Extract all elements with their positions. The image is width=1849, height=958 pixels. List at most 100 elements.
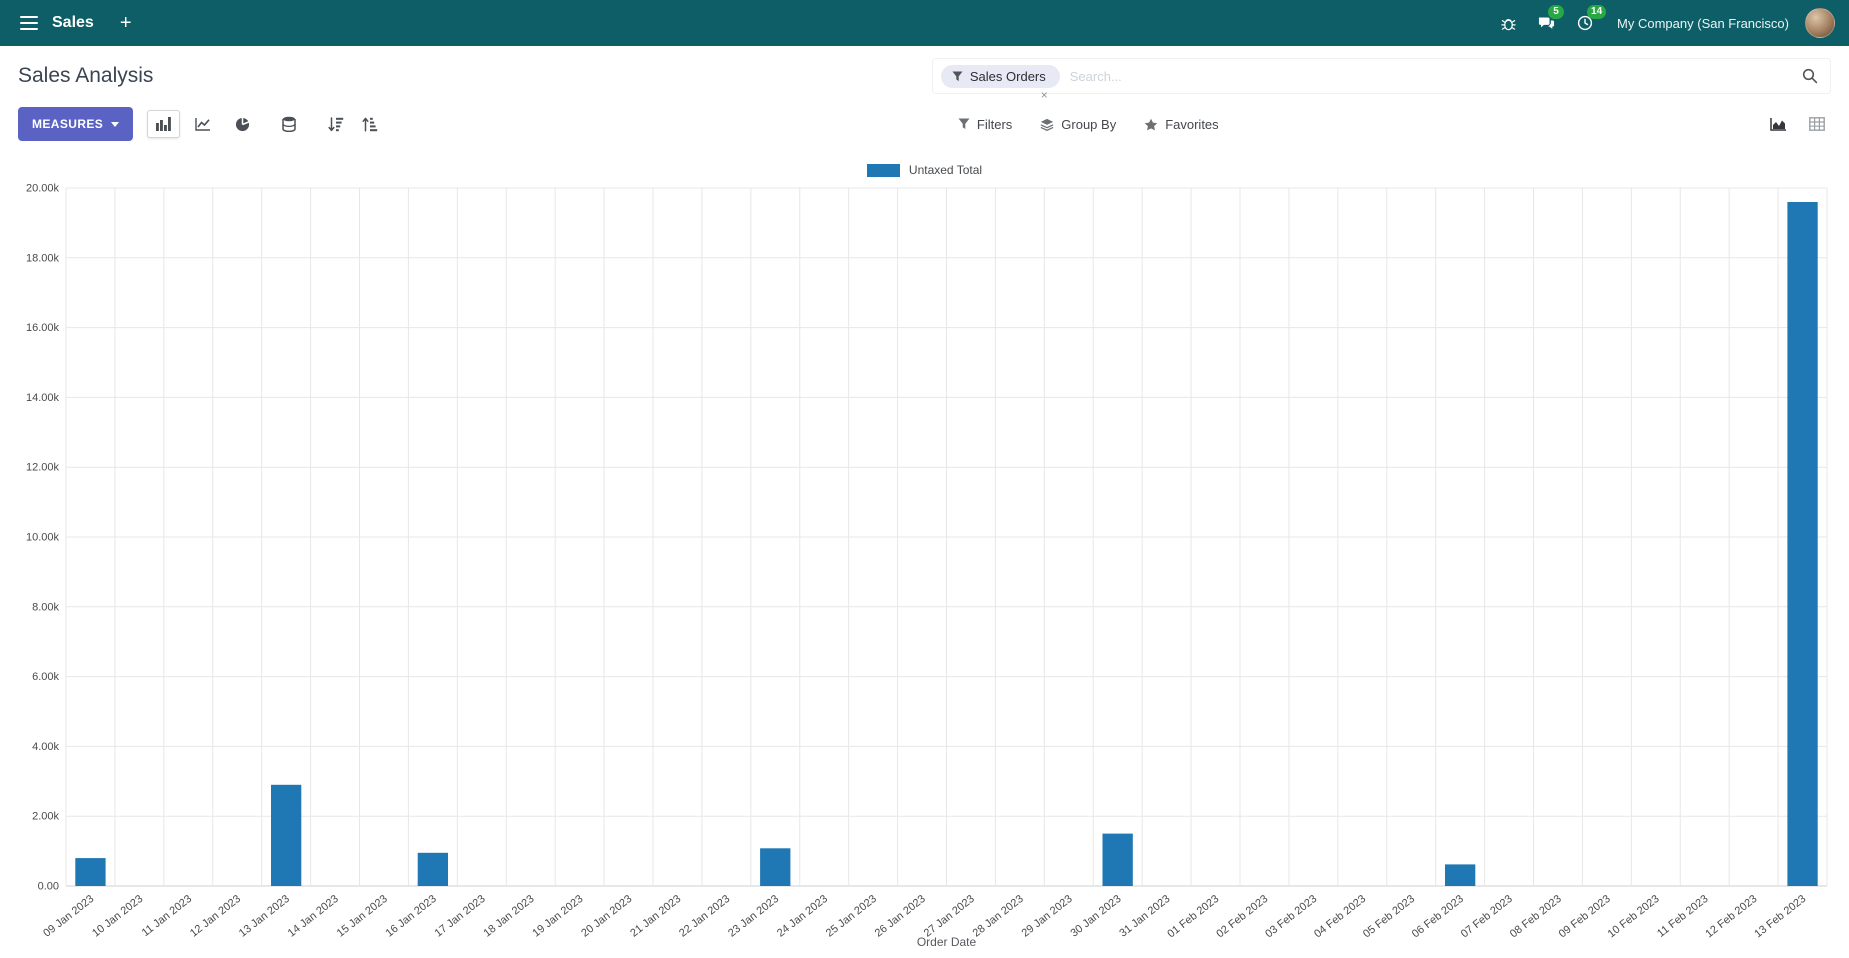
activities-button[interactable]: 14 [1571,5,1607,37]
svg-text:08 Feb 2023: 08 Feb 2023 [1508,893,1564,940]
graph-view-button[interactable] [1764,113,1793,135]
pivot-table-icon [1809,117,1825,131]
company-switcher[interactable]: My Company (San Francisco) [1617,15,1789,31]
search-button[interactable] [1798,66,1822,86]
sort-descending-button[interactable] [319,110,353,139]
svg-text:09 Jan 2023: 09 Jan 2023 [41,893,96,940]
bar[interactable] [1787,202,1818,886]
svg-text:24 Jan 2023: 24 Jan 2023 [775,893,830,940]
svg-text:26 Jan 2023: 26 Jan 2023 [873,893,928,940]
x-axis-title: Order Date [917,935,977,949]
group-by-label: Group By [1061,116,1117,132]
sort-amount-desc-icon [328,116,344,132]
caret-down-icon [111,121,120,127]
breadcrumb-row: Sales Analysis Sales Orders × [18,54,1831,101]
bar[interactable] [75,858,106,886]
bug-icon [1501,16,1516,31]
measures-label: MEASURES [32,117,104,131]
svg-text:13 Feb 2023: 13 Feb 2023 [1752,893,1808,940]
group-by-button[interactable]: Group By [1040,113,1116,136]
svg-text:28 Jan 2023: 28 Jan 2023 [971,893,1026,940]
bar-chart-icon [156,117,172,131]
stacked-toggle-button[interactable] [273,109,305,139]
search-input[interactable] [1059,64,1798,88]
svg-text:22 Jan 2023: 22 Jan 2023 [677,893,732,940]
svg-text:15 Jan 2023: 15 Jan 2023 [335,893,390,940]
svg-text:8.00k: 8.00k [32,601,59,613]
svg-text:13 Jan 2023: 13 Jan 2023 [237,893,292,940]
bars [75,202,1818,886]
bar[interactable] [417,852,448,886]
search-icon [1802,68,1818,84]
filters-button[interactable]: Filters [958,113,1012,136]
messages-badge: 5 [1548,5,1565,19]
svg-text:10 Jan 2023: 10 Jan 2023 [90,893,145,940]
svg-text:25 Jan 2023: 25 Jan 2023 [824,893,879,940]
layers-icon [1040,118,1054,131]
top-navbar: Sales + 5 [0,0,1849,46]
svg-text:21 Jan 2023: 21 Jan 2023 [628,893,683,940]
svg-text:14.00k: 14.00k [26,392,60,404]
chart-type-group [147,110,259,139]
svg-text:10.00k: 10.00k [26,532,60,544]
debug-button[interactable] [1495,10,1522,37]
svg-text:12.00k: 12.00k [26,462,60,474]
svg-text:11 Feb 2023: 11 Feb 2023 [1655,893,1710,940]
svg-text:6.00k: 6.00k [32,671,59,683]
bar[interactable] [271,784,302,886]
user-avatar[interactable] [1805,8,1835,38]
svg-text:30 Jan 2023: 30 Jan 2023 [1068,893,1123,940]
svg-text:12 Jan 2023: 12 Jan 2023 [188,893,243,940]
line-chart-icon [195,117,211,131]
view-switcher [1764,113,1831,135]
plus-button[interactable]: + [114,7,138,39]
svg-text:4.00k: 4.00k [32,741,59,753]
apps-menu-button[interactable] [14,10,44,36]
svg-text:17 Jan 2023: 17 Jan 2023 [433,893,488,940]
svg-text:20 Jan 2023: 20 Jan 2023 [579,893,634,940]
graph-toolbar: MEASURES [18,107,950,141]
database-icon [282,116,296,132]
graph-view: Untaxed Total 0.00 2.00k 4.00k 6.00k 8.00k 10… [0,160,1849,952]
line-chart-button[interactable] [186,110,220,138]
svg-text:03 Feb 2023: 03 Feb 2023 [1263,893,1319,940]
favorites-label: Favorites [1165,116,1219,132]
bar[interactable] [760,848,791,886]
bar[interactable] [1445,864,1476,886]
app-name[interactable]: Sales [52,14,94,31]
bar-chart-button[interactable] [147,110,181,138]
svg-text:05 Feb 2023: 05 Feb 2023 [1361,893,1417,940]
bar-chart[interactable]: 0.00 2.00k 4.00k 6.00k 8.00k 10.00k 12.00k 14.0… [18,180,1831,952]
pivot-view-button[interactable] [1803,113,1831,135]
filters-label: Filters [976,116,1013,132]
measures-button[interactable]: MEASURES [18,107,134,141]
messages-button[interactable]: 5 [1532,5,1565,37]
page-title: Sales Analysis [18,64,154,87]
hamburger-icon [20,16,38,30]
navbar-left: Sales + [14,7,138,39]
y-tick-labels: 0.00 2.00k 4.00k 6.00k 8.00k 10.00k 12.00k 14.0… [26,183,60,893]
svg-text:09 Feb 2023: 09 Feb 2023 [1557,893,1613,940]
svg-text:27 Jan 2023: 27 Jan 2023 [922,893,977,940]
pie-chart-button[interactable] [226,110,259,139]
sort-ascending-button[interactable] [353,110,387,139]
svg-text:18 Jan 2023: 18 Jan 2023 [481,893,536,940]
search-bar[interactable]: Sales Orders × [931,58,1831,101]
sort-amount-asc-icon [362,117,378,132]
search-dropdowns: Filters Group By [950,113,1219,136]
svg-text:11 Jan 2023: 11 Jan 2023 [140,893,194,939]
search-facet[interactable]: Sales Orders × [940,64,1060,101]
svg-text:01 Feb 2023: 01 Feb 2023 [1165,893,1221,940]
svg-text:18.00k: 18.00k [26,252,60,264]
svg-text:16 Jan 2023: 16 Jan 2023 [384,893,439,940]
svg-text:14 Jan 2023: 14 Jan 2023 [286,893,341,940]
svg-text:07 Feb 2023: 07 Feb 2023 [1459,893,1515,940]
activities-badge: 14 [1587,5,1607,19]
favorites-button[interactable]: Favorites [1144,113,1219,136]
legend-item[interactable]: Untaxed Total [866,163,982,177]
facet-remove-icon[interactable]: × [1040,87,1048,102]
bar[interactable] [1102,833,1133,886]
search-options-row: Filters Group By [950,113,1831,136]
svg-text:10 Feb 2023: 10 Feb 2023 [1606,893,1662,940]
